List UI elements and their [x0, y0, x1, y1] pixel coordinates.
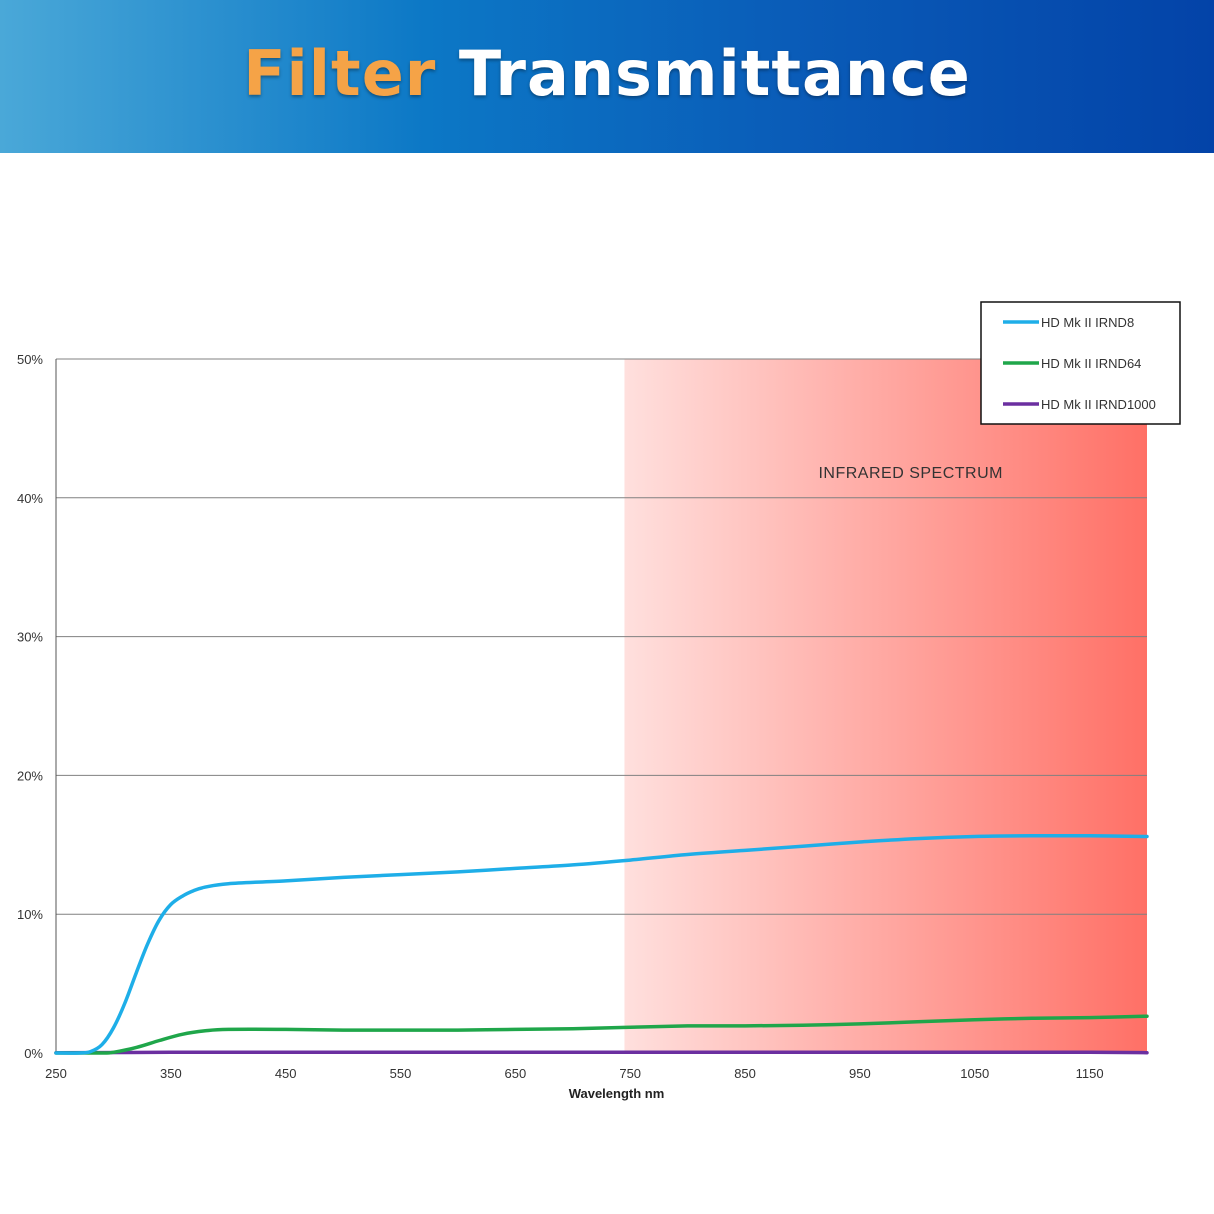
- title-word-transmittance: Transmittance: [458, 37, 971, 110]
- tick-labels: 0% 10% 20% 30% 40% 50% 250 350 450 550 650 750 850 95…: [17, 352, 1104, 1081]
- y-tick-label: 0%: [24, 1046, 43, 1061]
- legend-label: HD Mk II IRND8: [1041, 315, 1134, 330]
- y-tick-label: 10%: [17, 907, 43, 922]
- x-tick-label: 250: [45, 1066, 67, 1081]
- x-tick-label: 550: [390, 1066, 412, 1081]
- legend-label: HD Mk II IRND64: [1041, 356, 1141, 371]
- x-tick-label: 450: [275, 1066, 297, 1081]
- x-tick-label: 850: [734, 1066, 756, 1081]
- x-tick-label: 950: [849, 1066, 871, 1081]
- x-tick-label: 1050: [960, 1066, 989, 1081]
- y-tick-label: 30%: [17, 630, 43, 645]
- title-word-filter: Filter: [243, 37, 437, 110]
- series-lines: [54, 833, 1149, 1055]
- legend: HD Mk II IRND8 HD Mk II IRND64 HD Mk II IR…: [980, 301, 1181, 425]
- page-title: Filter Transmittance: [0, 38, 1214, 110]
- x-tick-label: 350: [160, 1066, 182, 1081]
- legend-label: HD Mk II IRND1000: [1041, 397, 1156, 412]
- y-tick-label: 40%: [17, 491, 43, 506]
- series-line-1: [54, 1014, 1149, 1055]
- header-banner: Filter Transmittance: [0, 0, 1214, 153]
- series-line-0: [54, 833, 1149, 1055]
- x-axis-title: Wavelength nm: [569, 1086, 665, 1101]
- x-tick-label: 650: [505, 1066, 527, 1081]
- infrared-spectrum-label: INFRARED SPECTRUM: [818, 465, 1003, 482]
- y-tick-label: 50%: [17, 352, 43, 367]
- x-tick-label: 750: [619, 1066, 641, 1081]
- y-tick-label: 20%: [17, 768, 43, 783]
- x-tick-label: 1150: [1076, 1066, 1104, 1081]
- infrared-region: [624, 359, 1147, 1053]
